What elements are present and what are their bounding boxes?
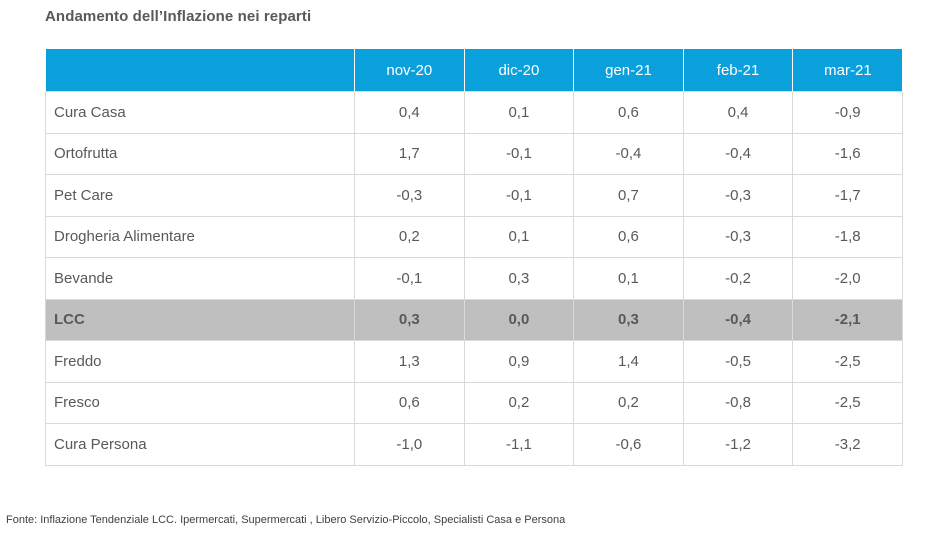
header-cell-empty [45,49,355,92]
value-cell: 0,9 [463,340,575,383]
value-cell: 1,4 [573,340,684,383]
column-header: dic-20 [463,49,575,92]
table-row: Drogheria Alimentare 0,2 0,1 0,6 -0,3 -1,8 [45,215,903,258]
inflation-table-container: nov-20 dic-20 gen-21 feb-21 mar-21 Cura Casa… [45,49,903,466]
row-label: LCC [45,298,355,341]
value-cell: 0,4 [354,91,465,134]
value-cell: 0,4 [682,91,794,134]
value-cell: -0,8 [682,381,794,424]
table-row: Cura Persona -1,0 -1,1 -0,6 -1,2 -3,2 [45,423,903,466]
value-cell: -0,3 [354,174,465,217]
value-cell: -0,2 [682,257,794,300]
row-label: Bevande [45,257,355,300]
value-cell: 0,1 [463,91,575,134]
value-cell: -0,4 [682,132,794,175]
table-row: Fresco 0,6 0,2 0,2 -0,8 -2,5 [45,381,903,424]
value-cell: 0,2 [573,381,684,424]
table-row: Pet Care -0,3 -0,1 0,7 -0,3 -1,7 [45,174,903,217]
value-cell: 0,1 [463,215,575,258]
table-row: Freddo 1,3 0,9 1,4 -0,5 -2,5 [45,340,903,383]
row-label: Freddo [45,340,355,383]
table-row: Bevande -0,1 0,3 0,1 -0,2 -2,0 [45,257,903,300]
value-cell: 1,3 [354,340,465,383]
value-cell: -0,1 [354,257,465,300]
column-header: feb-21 [682,49,794,92]
value-cell: -1,6 [792,132,903,175]
value-cell: 0,2 [463,381,575,424]
table-row: Cura Casa 0,4 0,1 0,6 0,4 -0,9 [45,91,903,134]
value-cell: -0,3 [682,174,794,217]
row-label: Ortofrutta [45,132,355,175]
value-cell: -0,1 [463,132,575,175]
inflation-table: nov-20 dic-20 gen-21 feb-21 mar-21 Cura Casa… [45,49,903,466]
row-label: Drogheria Alimentare [45,215,355,258]
value-cell: -3,2 [792,423,903,466]
value-cell: -0,5 [682,340,794,383]
value-cell: 0,6 [573,215,684,258]
value-cell: -0,9 [792,91,903,134]
row-label: Cura Persona [45,423,355,466]
column-header: gen-21 [573,49,684,92]
value-cell: -1,2 [682,423,794,466]
value-cell: 0,0 [463,298,575,341]
row-label: Cura Casa [45,91,355,134]
value-cell: -0,4 [573,132,684,175]
value-cell: -1,7 [792,174,903,217]
value-cell: 0,3 [573,298,684,341]
column-header: nov-20 [354,49,465,92]
value-cell: 0,1 [573,257,684,300]
value-cell: 0,2 [354,215,465,258]
value-cell: 0,3 [354,298,465,341]
value-cell: -2,1 [792,298,903,341]
header-row: nov-20 dic-20 gen-21 feb-21 mar-21 [45,49,903,92]
value-cell: -0,3 [682,215,794,258]
source-note: Fonte: Inflazione Tendenziale LCC. Iperm… [6,514,566,526]
value-cell: -2,0 [792,257,903,300]
column-header: mar-21 [792,49,903,92]
table-row: Ortofrutta 1,7 -0,1 -0,4 -0,4 -1,6 [45,132,903,175]
value-cell: 0,3 [463,257,575,300]
value-cell: -1,8 [792,215,903,258]
value-cell: 0,7 [573,174,684,217]
value-cell: -1,0 [354,423,465,466]
value-cell: 0,6 [573,91,684,134]
value-cell: 1,7 [354,132,465,175]
row-label: Fresco [45,381,355,424]
table-row: LCC 0,3 0,0 0,3 -0,4 -2,1 [45,298,903,341]
value-cell: -0,4 [682,298,794,341]
value-cell: -2,5 [792,381,903,424]
row-label: Pet Care [45,174,355,217]
table-title: Andamento dell’Inflazione nei reparti [45,8,312,25]
value-cell: -1,1 [463,423,575,466]
value-cell: -0,6 [573,423,684,466]
value-cell: -2,5 [792,340,903,383]
table-body: Cura Casa 0,4 0,1 0,6 0,4 -0,9 Ortofrutta 1,7 -0… [45,91,903,466]
value-cell: -0,1 [463,174,575,217]
value-cell: 0,6 [354,381,465,424]
